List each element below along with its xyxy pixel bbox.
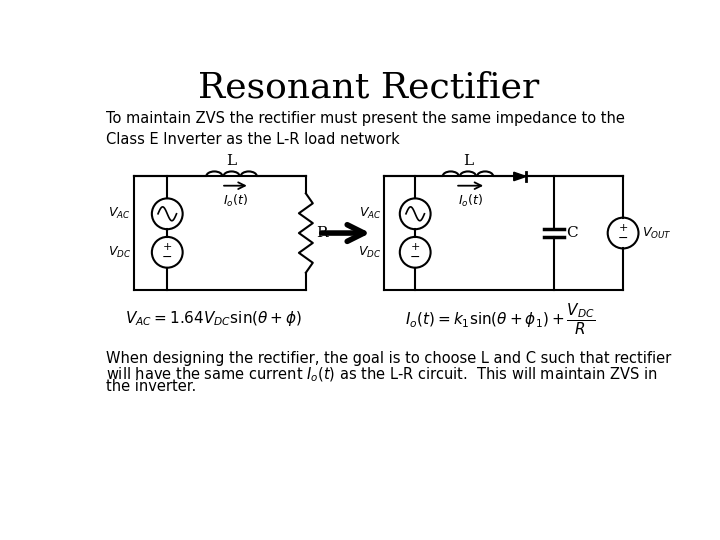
Text: $I_o(t)$: $I_o(t)$	[458, 193, 483, 210]
Text: Resonant Rectifier: Resonant Rectifier	[199, 71, 539, 105]
Text: L: L	[463, 154, 473, 168]
Text: $I_o(t) = k_1\sin(\theta + \phi_1) + \dfrac{V_{DC}}{R}$: $I_o(t) = k_1\sin(\theta + \phi_1) + \df…	[405, 301, 595, 336]
Text: $V_{AC} = 1.64V_{DC}\sin(\theta + \phi)$: $V_{AC} = 1.64V_{DC}\sin(\theta + \phi)$	[125, 309, 302, 328]
Text: $V_{AC}$: $V_{AC}$	[359, 206, 382, 221]
Text: will have the same current $I_o(t)$ as the L-R circuit.  This will maintain ZVS : will have the same current $I_o(t)$ as t…	[106, 365, 657, 383]
Text: $V_{DC}$: $V_{DC}$	[358, 245, 382, 260]
Text: $V_{DC}$: $V_{DC}$	[108, 245, 131, 260]
Text: R: R	[317, 226, 328, 240]
Text: L: L	[227, 154, 237, 168]
Text: When designing the rectifier, the goal is to choose L and C such that rectifier: When designing the rectifier, the goal i…	[106, 351, 671, 366]
Text: $I_o(t)$: $I_o(t)$	[222, 193, 248, 210]
Text: +: +	[163, 242, 172, 252]
Text: +: +	[618, 222, 628, 233]
Text: +: +	[410, 242, 420, 252]
Text: To maintain ZVS the rectifier must present the same impedance to the
Class E Inv: To maintain ZVS the rectifier must prese…	[106, 111, 624, 147]
Text: −: −	[618, 232, 629, 245]
Text: the inverter.: the inverter.	[106, 379, 196, 394]
Polygon shape	[514, 172, 526, 181]
Text: −: −	[410, 251, 420, 264]
Text: $V_{OUT}$: $V_{OUT}$	[642, 226, 671, 241]
Text: C: C	[566, 226, 577, 240]
Text: −: −	[162, 251, 173, 264]
Text: $V_{AC}$: $V_{AC}$	[109, 206, 131, 221]
